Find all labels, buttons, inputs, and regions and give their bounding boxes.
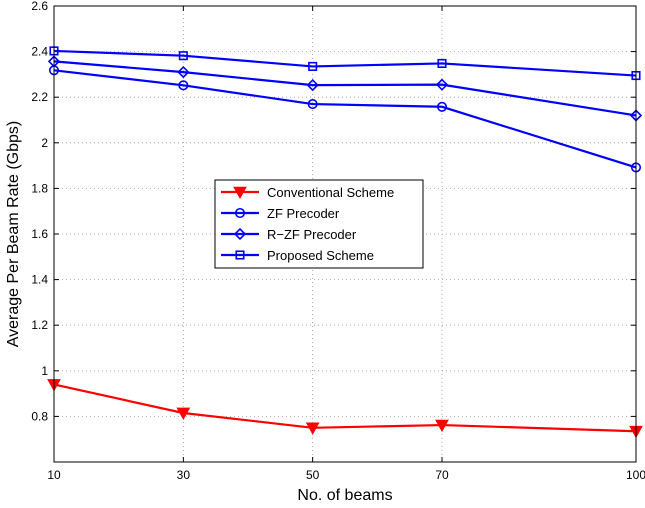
data-point <box>305 422 320 435</box>
legend-item: ZF Precoder <box>221 206 340 221</box>
legend-marker <box>233 227 247 241</box>
x-tick-label: 10 <box>47 468 61 482</box>
legend-label: Proposed Scheme <box>267 248 374 263</box>
y-tick-label: 1.6 <box>31 227 48 241</box>
y-axis-title: Average Per Beam Rate (Gbps) <box>5 121 22 347</box>
data-point <box>307 98 318 110</box>
data-point <box>177 65 190 79</box>
legend-label: R−ZF Precoder <box>267 227 357 242</box>
series-line <box>53 60 637 117</box>
x-axis-title: No. of beams <box>297 487 392 504</box>
legend-item: R−ZF Precoder <box>221 227 357 242</box>
y-tick-label: 1.8 <box>31 181 48 195</box>
y-tick-label: 0.8 <box>31 409 48 423</box>
data-point <box>435 419 449 433</box>
legend-label: Conventional Scheme <box>267 185 394 200</box>
x-tick-label: 70 <box>435 468 449 482</box>
data-point <box>178 80 189 91</box>
legend-item: Proposed Scheme <box>221 248 374 263</box>
plot-frame <box>53 5 637 463</box>
legend-label: ZF Precoder <box>267 206 340 221</box>
y-tick-label: 2.2 <box>31 90 48 104</box>
y-tick-label: 1.2 <box>31 318 48 332</box>
data-point <box>308 61 318 71</box>
legend-item: Conventional Scheme <box>221 185 394 200</box>
data-point <box>436 101 448 112</box>
series-2 <box>47 55 643 122</box>
y-tick-label: 2.6 <box>31 0 48 13</box>
legend-marker <box>234 207 246 219</box>
y-tick-label: 1.4 <box>31 273 48 287</box>
x-tick-label: 100 <box>626 468 645 482</box>
series-line <box>53 49 637 77</box>
axis-ticks: 10 30 50 70 100 0.8 1 1.2 1.4 1.6 1.8 2 2.2 2.4 2.6 <box>31 0 645 482</box>
data-point <box>306 78 319 92</box>
series-line <box>53 69 637 169</box>
x-tick-label: 30 <box>177 468 191 482</box>
legend-marker <box>233 186 247 200</box>
data-point <box>176 407 191 421</box>
data-point <box>435 78 449 91</box>
y-tick-label: 2.4 <box>31 45 48 59</box>
data-point <box>437 58 447 69</box>
legend-box <box>214 179 424 269</box>
y-tick-label: 1 <box>41 364 48 378</box>
legend-marker <box>235 250 245 260</box>
x-tick-label: 50 <box>306 468 320 482</box>
legend: Conventional Scheme ZF Precoder R−ZF Preco… <box>214 179 424 269</box>
data-point <box>178 51 188 61</box>
y-tick-label: 2 <box>41 136 48 150</box>
